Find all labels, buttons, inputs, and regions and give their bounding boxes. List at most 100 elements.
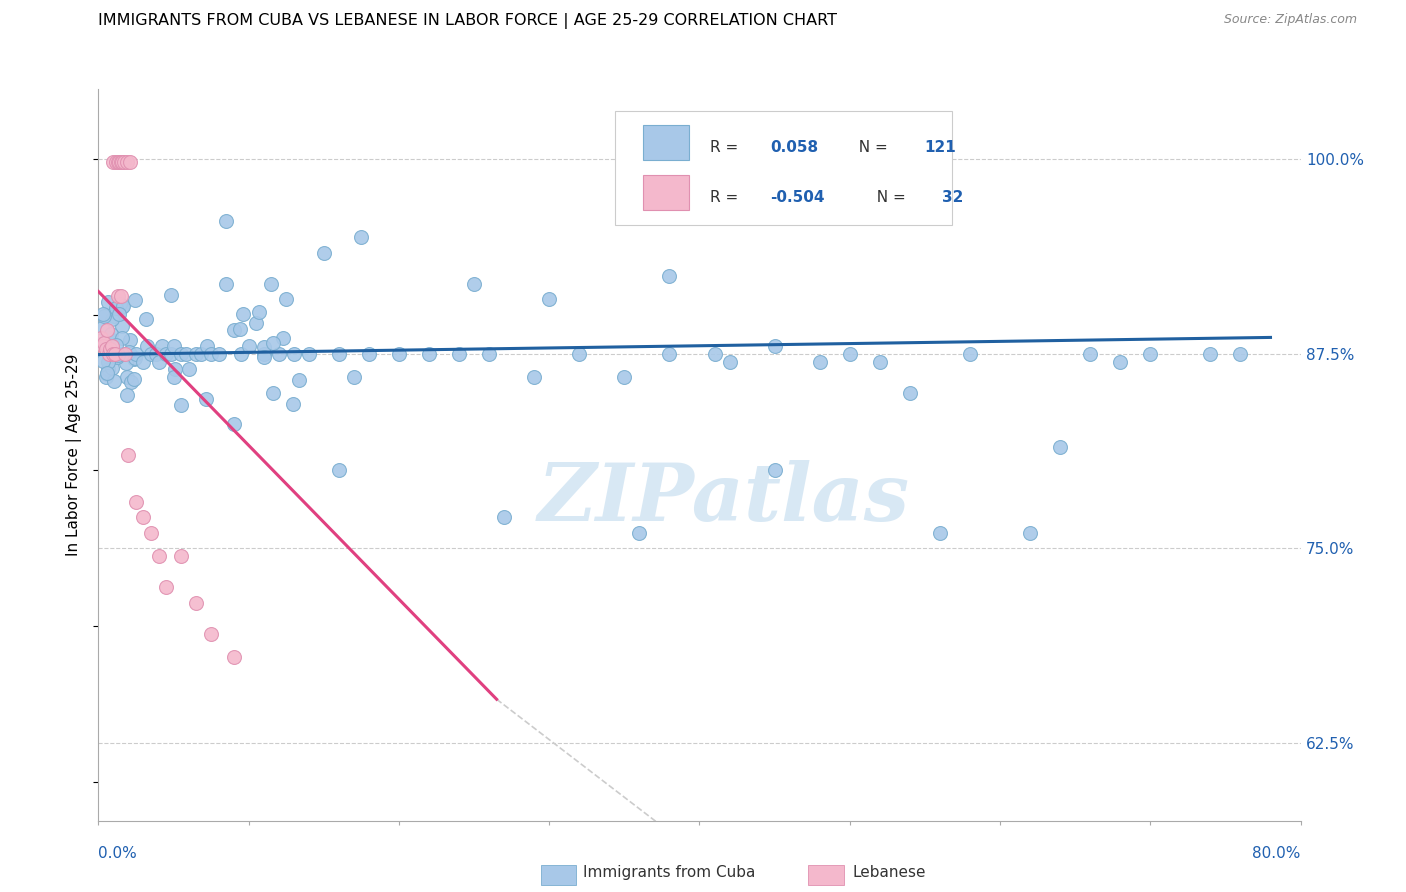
Point [328,347,350,361]
Point [111,299,134,313]
Point [357,347,380,361]
Point [247,305,270,319]
Point [658,347,681,361]
Point [1078,347,1101,361]
Text: Immigrants from Cuba: Immigrants from Cuba [583,865,756,880]
Point [222,417,245,431]
Point [145,347,167,361]
Point [222,650,245,665]
Text: IMMIGRANTS FROM CUBA VS LEBANESE IN LABOR FORCE | AGE 25-29 CORRELATION CHART: IMMIGRANTS FROM CUBA VS LEBANESE IN LABO… [98,13,838,29]
Point [94,342,117,356]
Point [111,155,134,169]
Point [1049,440,1071,454]
Point [1229,347,1251,361]
Point [107,348,129,362]
Point [96,323,118,337]
Point [200,627,222,641]
Point [97,294,120,309]
Point [238,339,260,353]
Point [114,347,136,361]
Point [104,338,127,352]
Point [155,580,177,594]
Point [163,370,186,384]
Point [231,347,253,361]
Point [111,331,134,345]
Point [97,362,120,376]
Point [135,312,157,326]
Point [898,385,921,400]
Point [276,293,298,307]
Point [808,354,831,368]
Point [110,289,132,303]
Point [96,368,118,382]
Point [96,340,118,354]
Point [112,155,135,169]
Y-axis label: In Labor Force | Age 25-29: In Labor Force | Age 25-29 [66,354,83,556]
Point [91,321,114,335]
Point [104,347,127,361]
Text: ZIPatlas: ZIPatlas [537,460,910,538]
Point [103,374,125,388]
Point [613,370,636,384]
Point [103,309,125,323]
Text: R =: R = [710,140,744,155]
Point [115,356,138,370]
Point [959,347,981,361]
Point [91,354,114,368]
Text: 32: 32 [942,190,963,205]
Point [96,370,118,384]
Point [262,386,284,401]
Point [253,347,276,361]
Point [229,322,252,336]
Point [170,398,193,412]
Point [195,392,218,406]
Point [101,311,124,326]
Text: 121: 121 [924,140,956,155]
Point [100,361,122,376]
Point [107,155,129,169]
Point [1139,347,1161,361]
FancyBboxPatch shape [643,175,689,210]
Point [107,289,129,303]
Point [118,155,141,169]
Point [108,155,131,169]
Point [124,351,146,366]
Point [90,331,112,345]
Point [159,288,181,302]
Point [718,354,741,368]
Point [100,326,122,341]
Point [283,347,305,361]
Point [418,347,440,361]
Point [120,334,142,348]
Point [283,397,305,411]
FancyBboxPatch shape [616,112,952,225]
Point [343,370,366,384]
Text: 0.0%: 0.0% [98,846,138,861]
Text: Source: ZipAtlas.com: Source: ZipAtlas.com [1223,13,1357,27]
Point [763,463,786,477]
Point [162,339,184,353]
Text: -0.504: -0.504 [770,190,825,205]
Point [124,351,146,366]
Point [658,268,681,283]
Point [111,300,134,314]
Point [91,339,114,353]
Point [174,347,197,361]
Point [628,525,651,540]
Point [163,362,186,376]
Point [110,155,132,169]
Point [97,331,120,345]
Text: R =: R = [710,190,744,205]
Point [200,347,222,361]
Point [108,307,131,321]
Point [1109,354,1132,368]
Point [222,323,245,337]
Point [267,347,290,361]
Point [91,306,114,320]
Point [101,339,124,353]
Point [838,347,860,361]
Point [105,301,128,316]
Point [262,336,284,351]
Point [103,155,125,169]
Point [115,369,138,384]
